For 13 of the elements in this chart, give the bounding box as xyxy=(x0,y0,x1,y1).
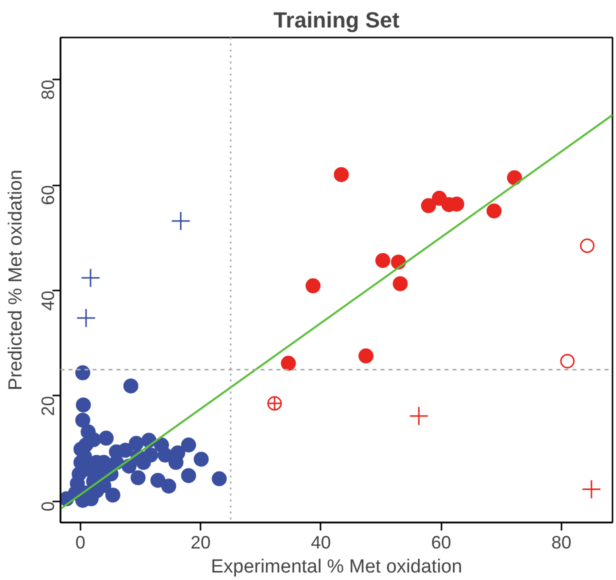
y-tick-label: 0 xyxy=(38,501,58,512)
y-axis-title: Predicted % Met oxidation xyxy=(6,170,26,390)
x-tick-label: 0 xyxy=(75,532,86,552)
y-tick-label: 40 xyxy=(38,290,58,311)
chart-title: Training Set xyxy=(274,8,400,32)
x-tick-label: 80 xyxy=(551,532,572,552)
x-tick-label: 20 xyxy=(190,532,211,552)
x-axis-title: Experimental % Met oxidation xyxy=(210,556,462,578)
x-tick-label: 60 xyxy=(431,532,452,552)
y-tick-label: 80 xyxy=(38,80,58,100)
x-tick-label: 40 xyxy=(310,532,331,552)
y-tick-label: 20 xyxy=(38,396,58,416)
y-tick-label: 60 xyxy=(38,185,58,206)
